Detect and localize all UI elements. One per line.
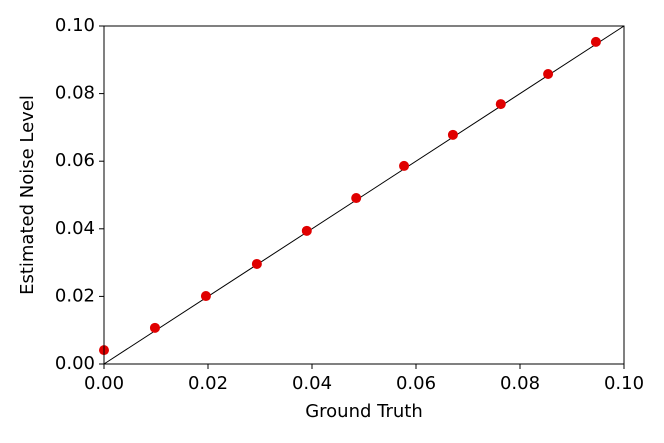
point [543,68,554,79]
point [200,291,211,302]
y-tick-label: 0.08 [55,83,95,104]
y-tick-label: 0.02 [55,285,95,306]
x-tick-label: 0.00 [84,373,124,394]
y-tick-label: 0.04 [55,218,95,239]
x-tick-label: 0.06 [396,373,436,394]
point [301,225,312,236]
x-axis-label: Ground Truth [305,401,423,422]
plot-frame [103,25,625,365]
x-tick-label: 0.08 [500,373,540,394]
y-tick-label: 0.10 [55,15,95,36]
point [251,258,262,269]
x-tick-label: 0.02 [188,373,228,394]
y-tick-label: 0.06 [55,150,95,171]
y-axis-label: Estimated Noise Level [17,95,38,295]
point [590,36,601,47]
point [495,99,506,110]
x-tick-label: 0.10 [604,373,644,394]
point [447,129,458,140]
point [351,193,362,204]
point [149,322,160,333]
point [399,160,410,171]
identity-line [103,25,625,365]
y-tick-label: 0.00 [55,353,95,374]
x-tick-label: 0.04 [292,373,332,394]
